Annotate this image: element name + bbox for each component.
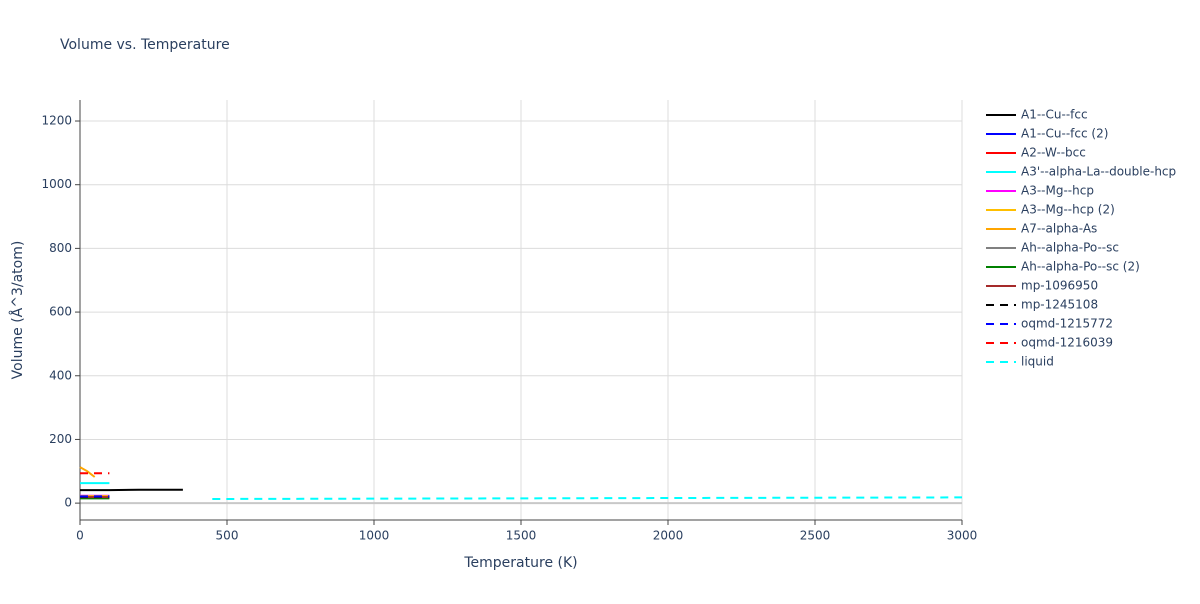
x-axis-title: Temperature (K) [463, 555, 577, 571]
legend-label: A7--alpha-As [1021, 222, 1097, 236]
legend-label: Ah--alpha-Po--sc (2) [1021, 260, 1140, 274]
x-tick-label: 1500 [506, 529, 537, 543]
line-series [80, 467, 95, 477]
line-series [212, 497, 962, 499]
y-tick-label: 1200 [41, 114, 72, 128]
x-tick-label: 2500 [800, 529, 831, 543]
legend-label: A1--Cu--fcc [1021, 108, 1088, 122]
y-tick-label: 600 [49, 305, 72, 319]
legend-label: A1--Cu--fcc (2) [1021, 127, 1108, 141]
y-axis-title: Volume (Å^3/atom) [9, 241, 26, 380]
y-tick-label: 400 [49, 368, 72, 382]
legend-label: A2--W--bcc [1021, 146, 1086, 160]
x-tick-label: 3000 [947, 529, 978, 543]
legend-label: liquid [1021, 355, 1054, 369]
y-tick-label: 1000 [41, 177, 72, 191]
legend-label: mp-1245108 [1021, 298, 1098, 312]
y-tick-label: 0 [64, 496, 72, 510]
legend-label: A3--Mg--hcp (2) [1021, 203, 1115, 217]
legend-label: A3--Mg--hcp [1021, 184, 1094, 198]
x-tick-label: 0 [76, 529, 84, 543]
legend-label: oqmd-1216039 [1021, 336, 1113, 350]
y-tick-label: 800 [49, 241, 72, 255]
y-tick-label: 200 [49, 432, 72, 446]
legend-label: mp-1096950 [1021, 279, 1098, 293]
legend-label: Ah--alpha-Po--sc [1021, 241, 1119, 255]
x-tick-label: 500 [216, 529, 239, 543]
x-tick-label: 1000 [359, 529, 390, 543]
chart-title: Volume vs. Temperature [60, 37, 230, 53]
legend-label: oqmd-1215772 [1021, 317, 1113, 331]
x-tick-label: 2000 [653, 529, 684, 543]
legend-label: A3'--alpha-La--double-hcp [1021, 165, 1176, 179]
